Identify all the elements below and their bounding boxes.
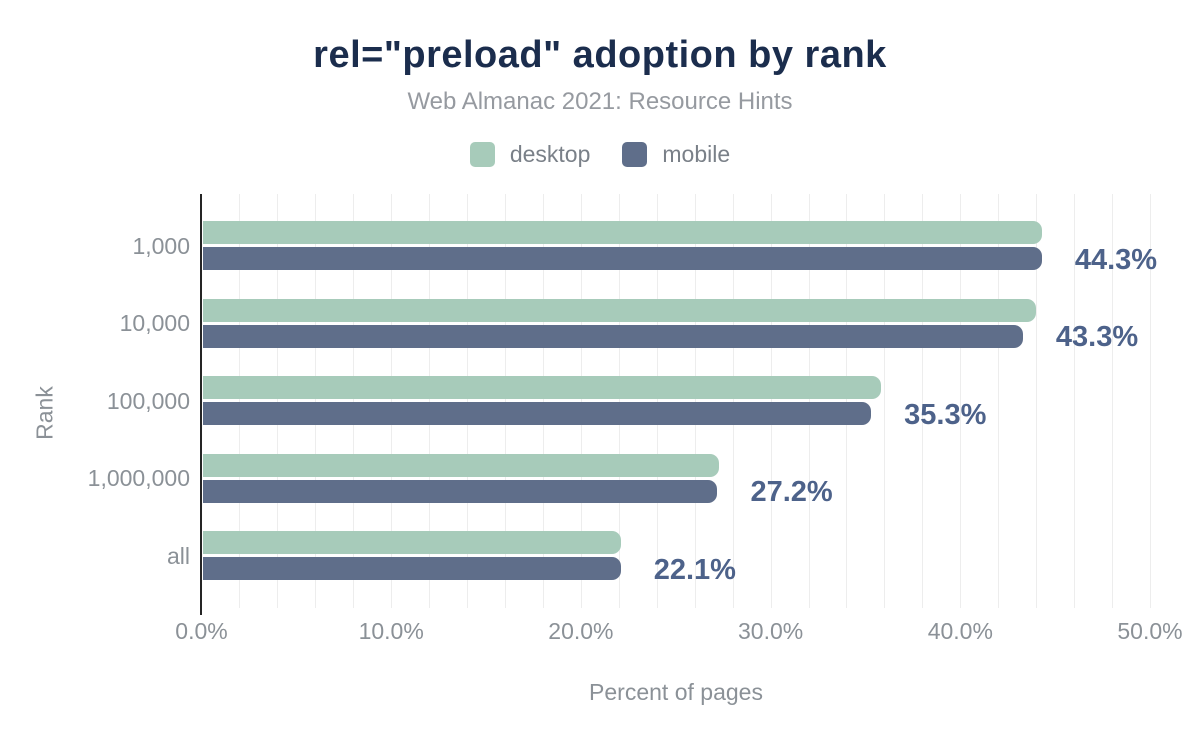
gridline bbox=[998, 194, 1000, 608]
bar-mobile-10,000[interactable] bbox=[202, 324, 1023, 348]
legend: desktop mobile bbox=[0, 141, 1200, 168]
x-tick-label: 30.0% bbox=[737, 618, 804, 644]
chart-subtitle: Web Almanac 2021: Resource Hints bbox=[407, 88, 793, 115]
gridline bbox=[618, 194, 620, 608]
bar-desktop-all[interactable] bbox=[202, 531, 621, 555]
category-label: 10,000 bbox=[119, 310, 190, 337]
value-label: 22.1% bbox=[653, 553, 736, 586]
gridline bbox=[1036, 194, 1038, 608]
gridline bbox=[770, 194, 772, 608]
gridline bbox=[846, 194, 848, 608]
category-label: all bbox=[166, 542, 190, 569]
x-tick-label: 10.0% bbox=[358, 618, 424, 644]
category-label: 1,000,000 bbox=[87, 465, 190, 492]
bar-desktop-1,000[interactable] bbox=[202, 221, 1042, 244]
gridline bbox=[1074, 194, 1076, 608]
gridline bbox=[732, 194, 734, 608]
gridline bbox=[505, 194, 507, 608]
value-label: 44.3% bbox=[1074, 243, 1158, 276]
y-axis-line bbox=[200, 194, 202, 615]
bar-desktop-10,000[interactable] bbox=[202, 298, 1037, 322]
x-tick-label: 40.0% bbox=[927, 618, 993, 644]
y-axis-title: Rank bbox=[31, 386, 58, 440]
gridline bbox=[277, 194, 279, 608]
gridline bbox=[884, 194, 886, 608]
gridline bbox=[467, 194, 469, 608]
x-tick-label: 50.0% bbox=[1117, 618, 1183, 644]
y-axis-tick bbox=[200, 194, 202, 196]
bar-mobile-100,000[interactable] bbox=[202, 402, 872, 426]
gridline bbox=[1150, 194, 1151, 608]
bar-mobile-all[interactable] bbox=[202, 557, 621, 581]
gridline bbox=[429, 194, 431, 608]
gridline bbox=[960, 194, 962, 608]
x-axis-title: Percent of pages bbox=[589, 679, 763, 705]
gridline bbox=[694, 194, 696, 608]
x-tick-label: 0.0% bbox=[175, 618, 228, 644]
bar-mobile-1,000,000[interactable] bbox=[202, 479, 718, 503]
gridline bbox=[353, 194, 355, 608]
category-label: 100,000 bbox=[106, 387, 190, 414]
bar-desktop-1,000,000[interactable] bbox=[202, 453, 720, 477]
gridline bbox=[391, 194, 393, 608]
legend-swatch-desktop bbox=[469, 142, 495, 167]
gridline bbox=[315, 194, 317, 608]
x-tick-label: 20.0% bbox=[548, 618, 614, 644]
chart-title: rel="preload" adoption by rank bbox=[313, 34, 887, 76]
gridline bbox=[239, 194, 241, 608]
bar-desktop-100,000[interactable] bbox=[202, 376, 881, 400]
gridline bbox=[1112, 194, 1114, 608]
legend-item-desktop[interactable]: desktop bbox=[469, 141, 591, 168]
gridline bbox=[808, 194, 810, 608]
value-label: 27.2% bbox=[750, 476, 833, 509]
value-label: 35.3% bbox=[904, 398, 987, 431]
legend-swatch-mobile bbox=[622, 142, 648, 167]
bar-mobile-1,000[interactable] bbox=[202, 247, 1042, 270]
value-label: 43.3% bbox=[1055, 321, 1139, 354]
legend-item-mobile[interactable]: mobile bbox=[622, 141, 730, 168]
gridline bbox=[580, 194, 582, 608]
gridline bbox=[922, 194, 924, 608]
gridline bbox=[542, 194, 544, 608]
legend-label: mobile bbox=[662, 141, 731, 167]
gridline bbox=[656, 194, 658, 608]
category-label: 1,000 bbox=[132, 232, 190, 259]
legend-label: desktop bbox=[509, 141, 591, 167]
